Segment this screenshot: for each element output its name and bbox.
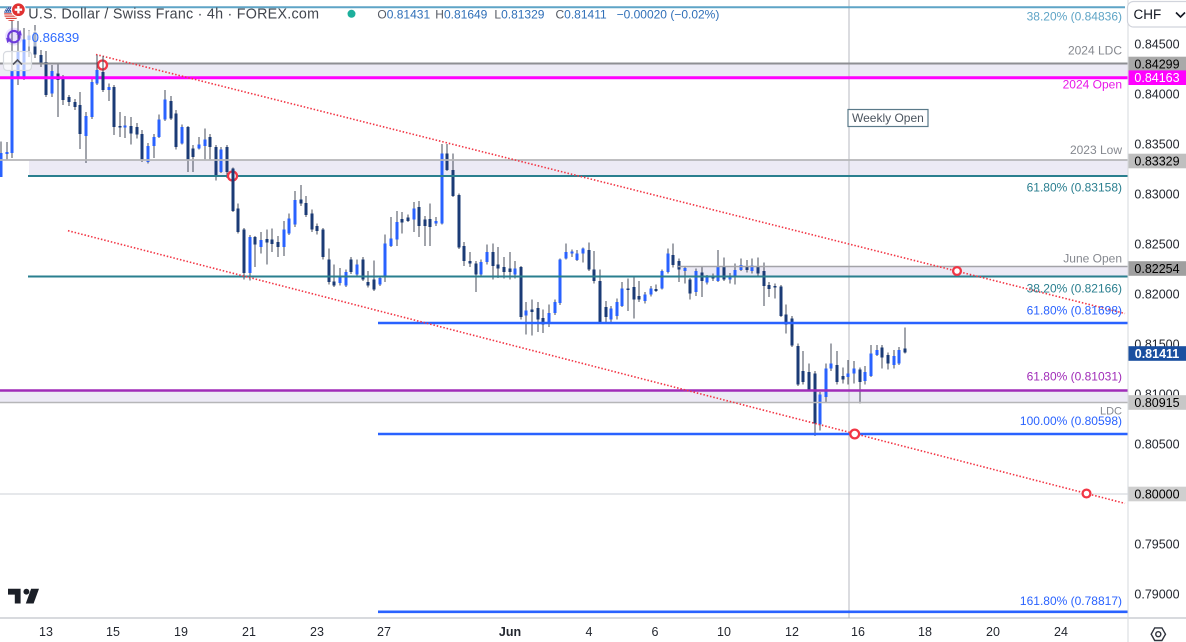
svg-text:0.83329: 0.83329 [1134,154,1179,168]
svg-text:L0.81329: L0.81329 [494,8,544,22]
svg-text:38.20% (0.82166): 38.20% (0.82166) [1027,282,1122,296]
svg-text:CHF: CHF [1134,7,1162,22]
svg-text:18: 18 [918,625,932,639]
svg-text:24: 24 [1054,625,1068,639]
svg-text:LDC: LDC [1100,406,1122,418]
svg-text:2024 Open: 2024 Open [1063,78,1122,92]
svg-text:13: 13 [39,625,53,639]
svg-text:0.84299: 0.84299 [1134,57,1179,71]
svg-text:15: 15 [106,625,120,639]
svg-text:−0.00020 (−0.02%): −0.00020 (−0.02%) [617,8,720,22]
svg-text:H0.81649: H0.81649 [435,8,487,22]
svg-text:0.82500: 0.82500 [1134,237,1179,251]
svg-text:16: 16 [851,625,865,639]
svg-text:0.80000: 0.80000 [1134,487,1179,501]
svg-text:0.81411: 0.81411 [1135,347,1180,361]
svg-text:0.82000: 0.82000 [1134,287,1179,301]
svg-text:0.79500: 0.79500 [1134,537,1179,551]
svg-text:27: 27 [377,625,391,639]
svg-text:19: 19 [174,625,188,639]
svg-text:0.80915: 0.80915 [1134,396,1179,410]
svg-text:20: 20 [986,625,1000,639]
svg-text:0.80500: 0.80500 [1134,437,1179,451]
svg-text:12: 12 [785,625,799,639]
svg-text:100.00% (0.80598): 100.00% (0.80598) [1020,414,1122,428]
svg-text:O0.81431: O0.81431 [377,8,430,22]
svg-text:Jun: Jun [499,625,521,639]
svg-text:23: 23 [310,625,324,639]
svg-text:2024 LDC: 2024 LDC [1068,44,1122,58]
svg-text:38.20% (0.84836): 38.20% (0.84836) [1027,10,1122,24]
svg-text:4: 4 [586,625,593,639]
svg-text:0.84500: 0.84500 [1134,37,1179,51]
svg-text:0.79000: 0.79000 [1134,587,1179,601]
svg-text:2023 Low: 2023 Low [1070,143,1122,157]
svg-text:61.80% (0.83158): 61.80% (0.83158) [1027,181,1122,195]
svg-text:61.80% (0.81698): 61.80% (0.81698) [1027,304,1122,318]
svg-text:0.84163: 0.84163 [1134,71,1179,85]
svg-text:0.84000: 0.84000 [1134,87,1179,101]
svg-text:0.83000: 0.83000 [1134,187,1179,201]
svg-text:0.82254: 0.82254 [1134,262,1179,276]
svg-text:161.80% (0.78817): 161.80% (0.78817) [1020,594,1122,608]
svg-text:June Open: June Open [1063,252,1122,266]
svg-text:21: 21 [242,625,256,639]
svg-text:Weekly Open: Weekly Open [852,111,924,125]
svg-text:10: 10 [717,625,731,639]
svg-text:0.86839: 0.86839 [32,30,80,45]
svg-text:C0.81411: C0.81411 [556,8,607,22]
svg-text:6: 6 [652,625,659,639]
svg-text:0.83500: 0.83500 [1134,137,1179,151]
svg-text:U.S. Dollar / Swiss Franc · 4h: U.S. Dollar / Swiss Franc · 4h · FOREX.c… [28,7,319,23]
svg-text:61.80% (0.81031): 61.80% (0.81031) [1027,370,1122,384]
